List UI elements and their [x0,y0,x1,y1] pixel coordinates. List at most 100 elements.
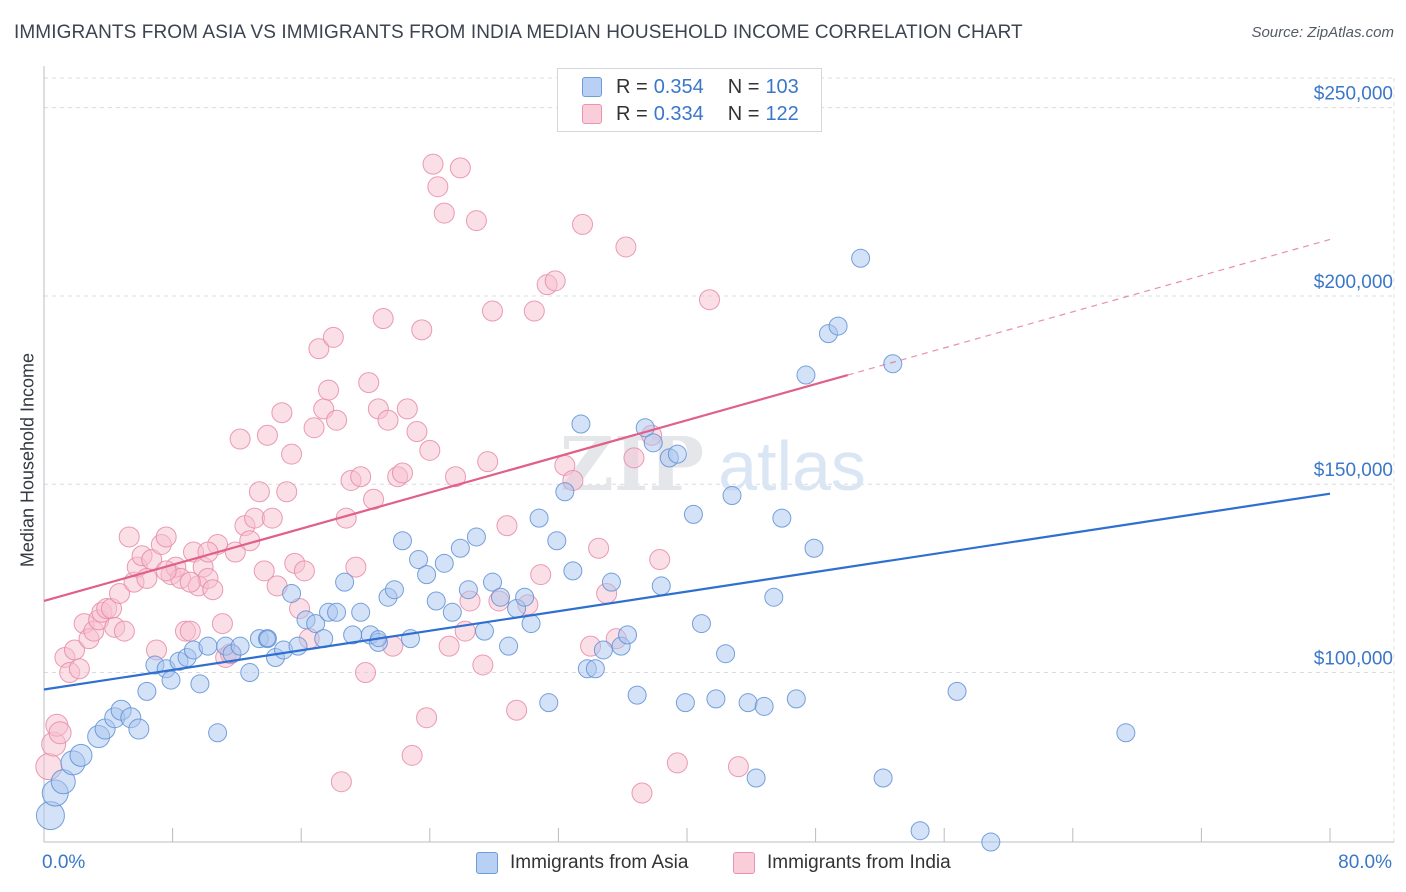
india-point [358,372,380,394]
asia-point [627,685,647,705]
india-point [615,236,637,258]
india-point [649,549,671,571]
asia-point [772,508,792,528]
asia-point [738,693,758,713]
india-point [396,398,418,420]
asia-point [466,527,486,547]
india-point [465,210,487,232]
asia-point [764,587,784,607]
india-point [330,771,352,793]
india-point [666,752,688,774]
asia-point [417,565,437,585]
legend-row-asia: R = 0.354 N = 103 [582,75,799,99]
india-point [406,421,428,443]
y-tick-labels: $100,000 $150,000 $200,000 $250,000 [1314,84,1393,670]
india-point [419,439,441,461]
asia-point [746,768,766,788]
asia-point [585,659,605,679]
asia-point [691,614,711,634]
india-point [211,613,233,635]
india-point [438,635,460,657]
asia-point [426,591,446,611]
legend-item-india[interactable]: Immigrants from India [733,852,951,874]
asia-point [754,696,774,716]
asia-point [450,538,470,558]
india-point [523,300,545,322]
india-point [588,537,610,559]
india-point [179,620,201,642]
asia-point [643,433,663,453]
watermark: ZIPatlas [560,422,866,508]
asia-point [1116,723,1136,743]
asia-point [601,572,621,592]
asia-point [351,602,371,622]
asia-point [873,768,893,788]
asia-point [190,674,210,694]
y-tick-label: $100,000 [1314,649,1393,670]
y-tick-label: $150,000 [1314,460,1393,481]
india-point [113,620,135,642]
india-point [109,582,131,604]
india-point [433,202,455,224]
asia-point [529,508,549,528]
legend-item-asia[interactable]: Immigrants from Asia [476,852,688,874]
asia-point [786,689,806,709]
n-label: N = [727,75,760,98]
india-point [422,153,444,175]
india-point [572,213,594,235]
india-point [256,424,278,446]
india-trend-line [43,373,849,603]
india-point [318,379,340,401]
asia-point [491,587,511,607]
india-point [416,707,438,729]
india-point [308,338,330,360]
india-point [303,417,325,439]
asia-point [828,316,848,336]
asia-point [384,580,404,600]
india-point [244,507,266,529]
india-point [372,308,394,330]
india-point [141,549,163,571]
india-point [355,662,376,684]
asia-point [69,743,93,767]
asia-point [593,640,613,660]
asia-point [474,621,494,641]
asia-point [161,670,181,690]
asia-point [651,576,671,596]
india-point [48,721,72,745]
india-point [699,289,721,311]
asia-point [137,681,157,701]
r-value-india: 0.334 [653,102,704,125]
asia-point [796,365,816,385]
india-point [229,428,251,450]
india-point [449,157,471,179]
india-point [445,466,467,488]
asia-point [555,482,575,502]
asia-point [910,821,930,841]
legend-label-asia: Immigrants from Asia [510,852,689,873]
asia-point [240,663,260,683]
y-tick-label: $200,000 [1314,272,1393,293]
india-point [224,541,246,563]
india-point [350,466,372,488]
india-point [293,560,315,582]
india-point [68,658,90,680]
asia-point [947,681,967,701]
asia-point [675,693,695,713]
asia-point [335,572,355,592]
asia-point [618,625,638,645]
asia-point [128,718,150,740]
india-point [496,515,518,537]
asia-point [563,561,583,581]
asia-point [482,572,502,592]
india-point [118,526,140,548]
india-point [411,319,433,341]
x-min-label: 0.0% [42,852,86,873]
asia-point [35,801,65,831]
source-credit: Source: ZipAtlas.com [1251,24,1394,41]
asia-point [804,538,824,558]
india-point [391,462,413,484]
india-point [202,579,224,601]
india-point [530,564,552,586]
